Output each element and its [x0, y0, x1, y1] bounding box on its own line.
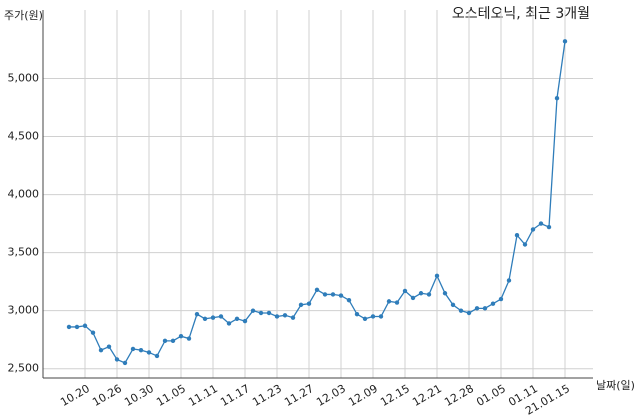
x-tick-label: 12.03 — [314, 382, 348, 409]
x-tick-label: 11.23 — [250, 382, 284, 409]
price-point — [418, 291, 424, 296]
price-point — [474, 306, 480, 311]
price-point — [338, 293, 344, 298]
y-axis-label: 주가(원) — [4, 9, 43, 22]
price-point — [410, 295, 416, 301]
price-point — [82, 323, 88, 328]
price-point — [178, 334, 184, 339]
price-point — [130, 346, 136, 352]
price-point — [546, 224, 552, 230]
price-point — [530, 227, 536, 232]
price-point — [274, 314, 280, 319]
x-tick-label: 10.26 — [90, 382, 124, 409]
price-point — [154, 353, 160, 359]
price-point — [98, 347, 104, 353]
x-tick-label: 11.27 — [282, 382, 316, 409]
x-axis-label: 날짜(일) — [596, 378, 635, 392]
y-tick-label: 5,000 — [8, 71, 40, 84]
price-point — [242, 318, 248, 324]
x-tick-label: 10.30 — [122, 382, 156, 409]
price-point — [314, 287, 320, 292]
x-tick-label: 12.21 — [410, 382, 444, 409]
x-tick-label: 11.11 — [186, 382, 220, 409]
price-point — [442, 291, 448, 296]
price-point — [426, 292, 432, 297]
price-point — [66, 324, 72, 330]
price-point — [250, 308, 256, 313]
price-point — [482, 306, 488, 311]
price-point — [362, 316, 368, 321]
x-tick-label: 11.17 — [218, 382, 252, 409]
price-point — [210, 315, 216, 320]
price-point — [162, 338, 168, 344]
chart-title: 오스테오닉, 최근 3개월 — [452, 6, 590, 22]
price-point — [378, 314, 384, 319]
price-point — [138, 347, 144, 353]
y-tick-label: 3,500 — [8, 246, 40, 259]
price-point — [170, 338, 176, 344]
price-point — [434, 273, 440, 279]
price-point — [498, 296, 504, 302]
price-point — [506, 278, 512, 283]
price-point — [322, 292, 328, 297]
price-point — [370, 314, 376, 319]
price-point — [146, 350, 152, 355]
price-point — [386, 299, 392, 304]
price-point — [450, 302, 456, 308]
price-point — [466, 310, 472, 316]
price-point — [226, 321, 232, 326]
price-point — [122, 360, 128, 366]
x-tick-label: 12.15 — [378, 382, 412, 409]
price-point — [394, 300, 400, 305]
price-point — [106, 344, 112, 349]
y-tick-label: 4,500 — [8, 130, 40, 143]
x-tick-label: 01.05 — [474, 382, 508, 409]
price-point — [522, 242, 528, 247]
price-point — [202, 316, 208, 321]
price-point — [346, 298, 352, 303]
x-tick-label: 10.20 — [58, 382, 92, 409]
price-point — [218, 314, 224, 319]
price-point — [514, 233, 520, 238]
price-point — [458, 308, 464, 313]
y-tick-label: 2,500 — [8, 362, 40, 375]
price-point — [538, 221, 544, 226]
x-tick-label: 12.09 — [346, 382, 380, 409]
price-point — [90, 330, 96, 335]
price-point — [282, 313, 288, 318]
price-point — [266, 310, 272, 316]
price-point — [554, 96, 560, 101]
price-point — [298, 302, 304, 308]
price-point — [194, 311, 200, 317]
y-tick-label: 4,000 — [8, 188, 40, 201]
price-point — [306, 301, 312, 306]
x-tick-label: 12.28 — [442, 382, 476, 409]
price-point — [562, 39, 568, 44]
price-line — [69, 41, 566, 364]
price-point — [290, 315, 296, 320]
price-point — [490, 301, 496, 306]
price-point — [258, 310, 264, 316]
price-point — [234, 316, 240, 321]
price-point — [354, 311, 360, 317]
price-point — [114, 357, 120, 362]
price-point — [330, 292, 336, 297]
y-tick-label: 3,000 — [8, 304, 40, 317]
price-point — [402, 288, 408, 294]
price-point — [186, 336, 192, 341]
x-tick-label: 11.05 — [154, 382, 188, 409]
price-point — [74, 324, 80, 330]
